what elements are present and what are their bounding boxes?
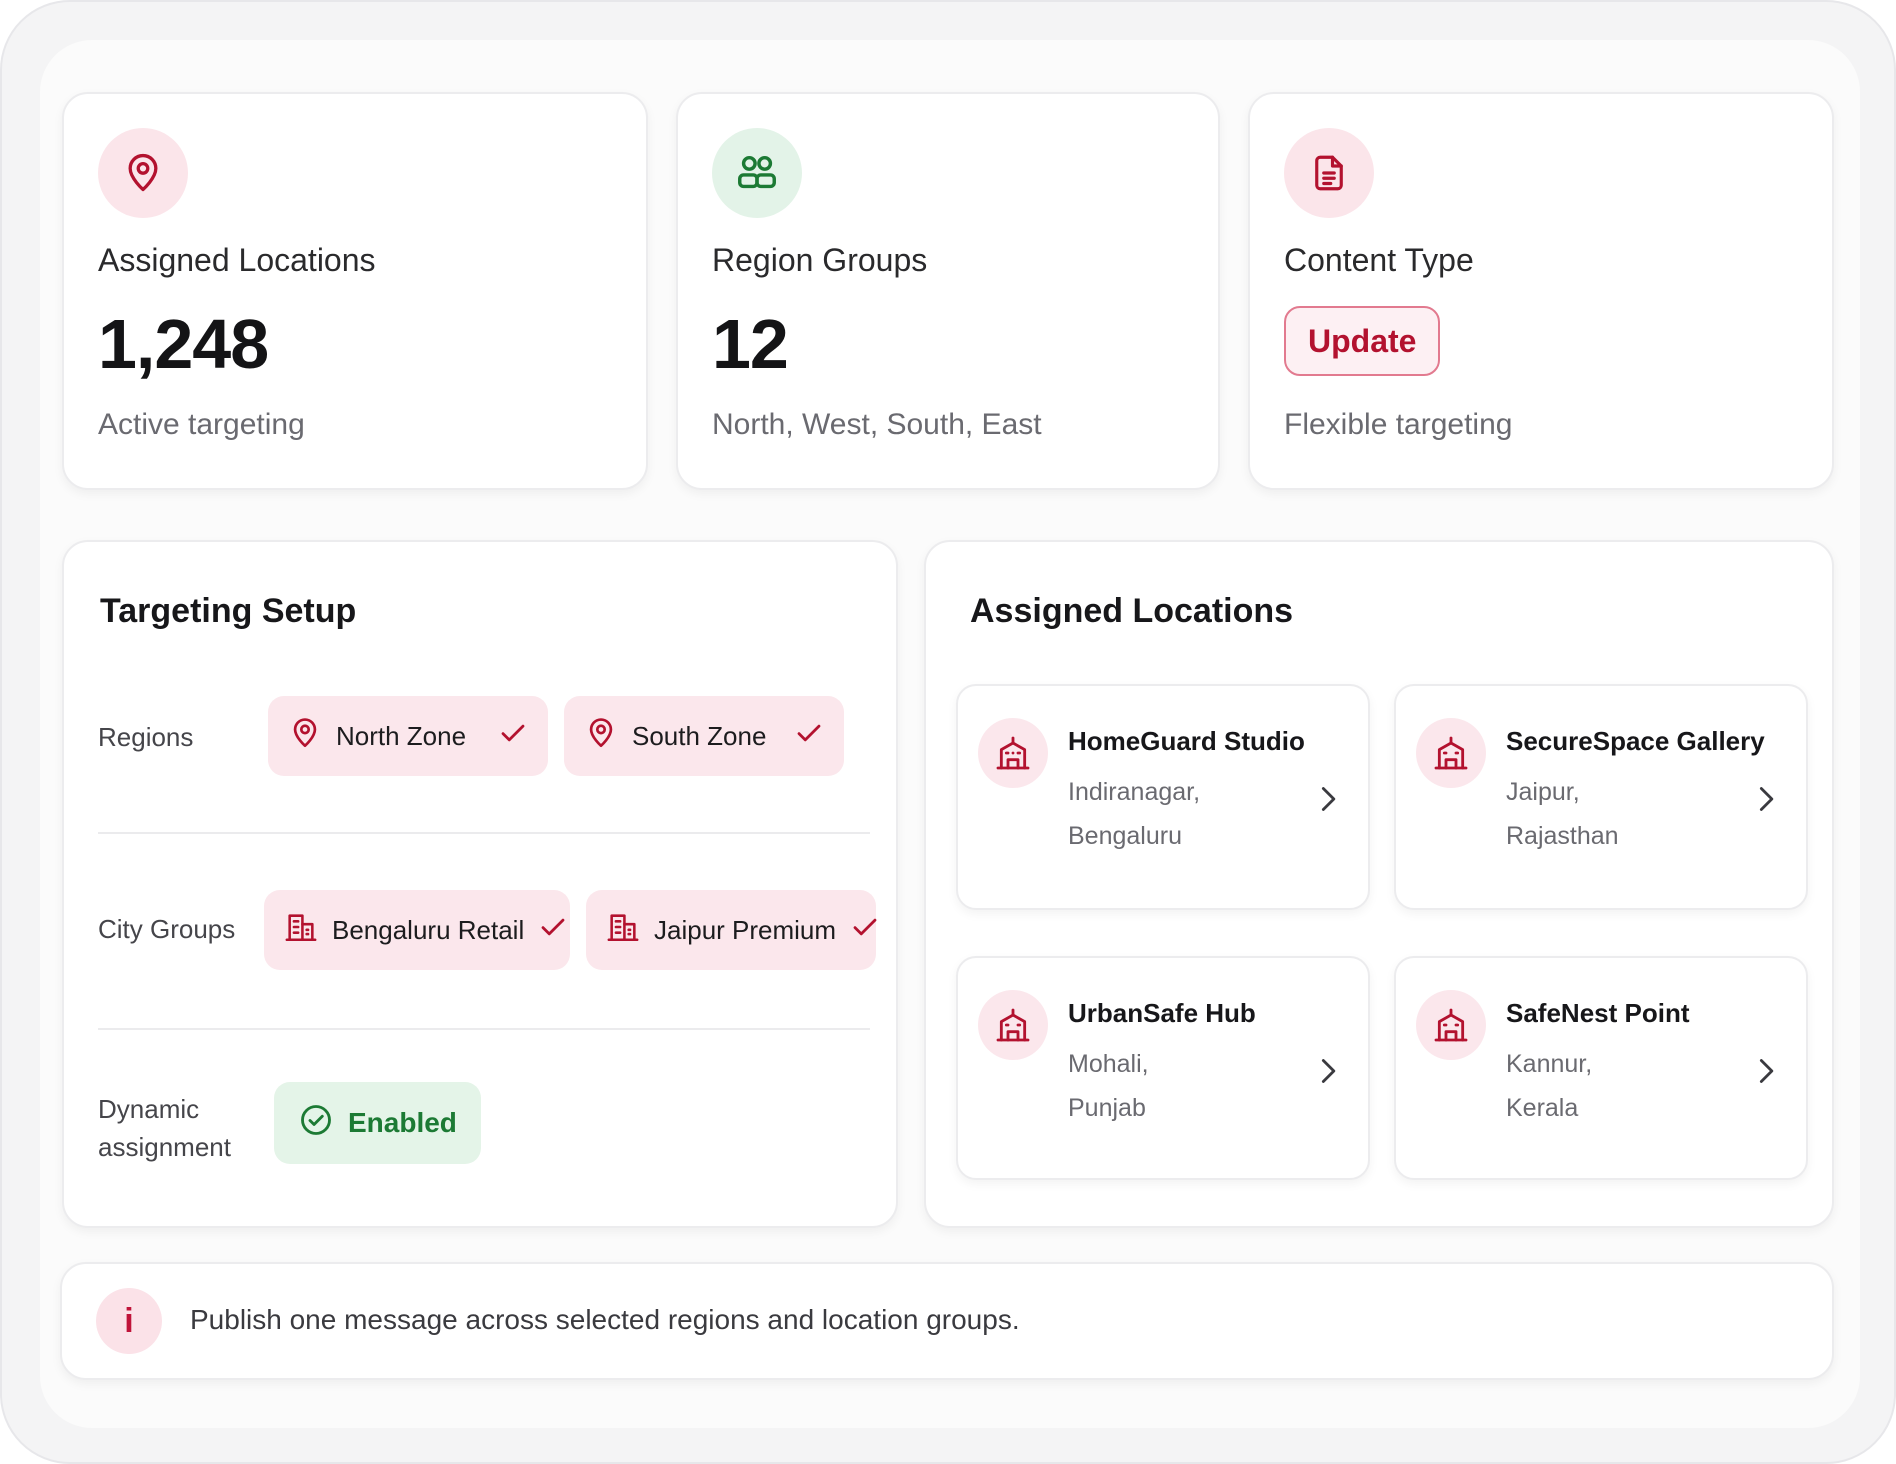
location-address: Mohali, Punjab — [1068, 1050, 1149, 1122]
store-icon — [1416, 990, 1486, 1060]
chevron-right-icon[interactable] — [1752, 782, 1780, 821]
chip-label: South Zone — [632, 720, 767, 751]
divider — [98, 832, 870, 834]
chevron-right-icon[interactable] — [1314, 1054, 1342, 1093]
location-name: HomeGuard Studio — [1068, 726, 1305, 756]
label-line: assignment — [98, 1132, 231, 1162]
info-text: Publish one message across selected regi… — [190, 1304, 1020, 1335]
stat-card-region-groups: Region Groups 12 North, West, South, Eas… — [676, 92, 1220, 490]
check-icon — [538, 912, 568, 949]
stat-subtext: Flexible targeting — [1284, 408, 1513, 441]
chip-label: North Zone — [336, 720, 467, 751]
location-card[interactable]: UrbanSafe Hub Mohali, Punjab — [956, 956, 1370, 1180]
city-chip-jaipur-premium[interactable]: Jaipur Premium — [586, 890, 877, 970]
store-icon — [978, 990, 1048, 1060]
dynamic-assignment-label: Dynamic assignment — [98, 1090, 231, 1166]
assigned-locations-panel: Assigned Locations HomeGuard Studio Indi… — [924, 540, 1834, 1228]
dynamic-assignment-toggle[interactable]: Enabled — [274, 1082, 481, 1164]
location-address: Indiranagar, Bengaluru — [1068, 778, 1201, 850]
location-address: Jaipur, Rajasthan — [1506, 778, 1619, 850]
chip-label: Jaipur Premium — [654, 914, 837, 945]
location-card[interactable]: SecureSpace Gallery Jaipur, Rajasthan — [1394, 684, 1808, 910]
chevron-right-icon[interactable] — [1314, 782, 1342, 821]
location-name: SecureSpace Gallery — [1506, 726, 1765, 756]
stat-subtext: North, West, South, East — [712, 408, 1042, 441]
stat-label: Region Groups — [712, 242, 928, 278]
map-pin-icon — [584, 716, 618, 757]
location-name: UrbanSafe Hub — [1068, 998, 1256, 1028]
store-icon — [978, 718, 1048, 788]
city-chip-bengaluru-retail[interactable]: Bengaluru Retail — [264, 890, 570, 970]
location-address: Kannur, Kerala — [1506, 1050, 1593, 1122]
check-circle-icon — [298, 1102, 334, 1145]
update-button[interactable]: Update — [1284, 306, 1441, 376]
check-icon — [794, 718, 824, 755]
stat-value: 1,248 — [98, 305, 269, 383]
region-chip-south-zone[interactable]: South Zone — [564, 696, 844, 776]
location-card[interactable]: SafeNest Point Kannur, Kerala — [1394, 956, 1808, 1180]
info-icon: i — [96, 1288, 162, 1354]
building-icon — [606, 910, 640, 951]
location-name: SafeNest Point — [1506, 998, 1690, 1028]
city-groups-label: City Groups — [98, 914, 236, 944]
document-icon — [1284, 128, 1374, 218]
users-group-icon — [712, 128, 802, 218]
info-banner: i Publish one message across selected re… — [60, 1262, 1834, 1380]
stat-subtext: Active targeting — [98, 408, 305, 441]
building-icon — [284, 910, 318, 951]
check-icon — [498, 718, 528, 755]
map-pin-icon — [98, 128, 188, 218]
label-line: Dynamic — [98, 1094, 200, 1124]
stat-card-content-type: Content Type Update Flexible targeting — [1248, 92, 1834, 490]
section-title: Assigned Locations — [970, 592, 1294, 630]
stat-card-assigned-locations: Assigned Locations 1,248 Active targetin… — [62, 92, 648, 490]
stat-label: Assigned Locations — [98, 242, 376, 278]
map-pin-icon — [288, 716, 322, 757]
store-icon — [1416, 718, 1486, 788]
status-label: Enabled — [348, 1107, 457, 1138]
location-card[interactable]: HomeGuard Studio Indiranagar, Bengaluru — [956, 684, 1370, 910]
divider — [98, 1028, 870, 1030]
section-title: Targeting Setup — [100, 592, 357, 630]
stat-value: 12 — [712, 305, 789, 383]
region-chip-north-zone[interactable]: North Zone — [268, 696, 548, 776]
targeting-setup-panel: Targeting Setup Regions North Zone South… — [62, 540, 898, 1228]
regions-label: Regions — [98, 722, 194, 752]
chip-label: Bengaluru Retail — [332, 914, 525, 945]
stat-label: Content Type — [1284, 242, 1474, 278]
check-icon — [850, 912, 880, 949]
chevron-right-icon[interactable] — [1752, 1054, 1780, 1093]
